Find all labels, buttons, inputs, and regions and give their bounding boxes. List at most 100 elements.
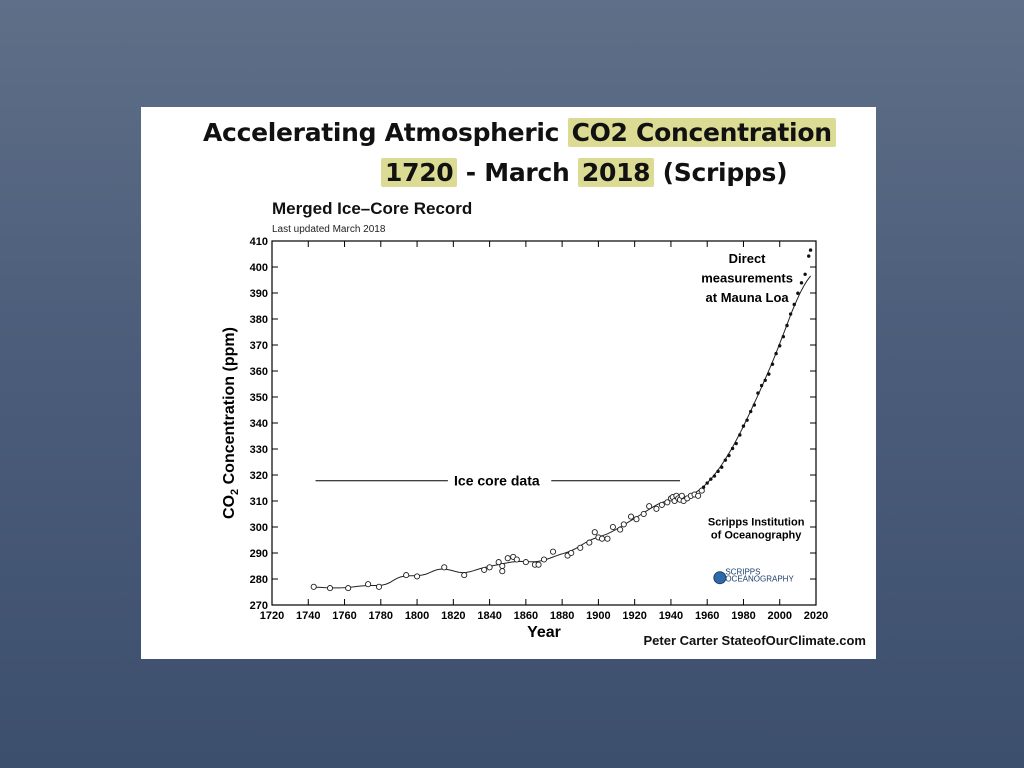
ice-core-point [598, 535, 606, 542]
ice-core-point [653, 505, 660, 512]
y-tick-label: 320 [250, 470, 268, 482]
slide-title-line-1: Accelerating Atmospheric CO2 Concentrati… [203, 118, 836, 147]
x-tick-label: 1740 [296, 610, 320, 622]
mauna-loa-point [792, 302, 796, 307]
x-tick-label: 1860 [514, 610, 538, 622]
x-tick-label: 1920 [622, 610, 646, 622]
mauna-loa-point [705, 481, 709, 485]
ice-core-point [513, 556, 520, 563]
chart-subtitle: Last updated March 2018 [272, 224, 386, 235]
ice-core-point [504, 555, 511, 562]
axis-tick-labels: 1720 1740 1760 1780 1800 1820 1840 1860 1880 1900… [250, 236, 829, 622]
ice-core-point [535, 561, 542, 568]
ice-core-point [540, 556, 548, 563]
mauna-loa-point [808, 248, 813, 252]
mauna-loa-point [763, 378, 767, 383]
ice-core-point [678, 492, 685, 499]
x-tick-label: 1720 [260, 610, 284, 622]
ice-core-point [495, 559, 502, 566]
mauna-loa-point [759, 383, 764, 388]
ice-core-point [550, 548, 557, 555]
ice-core-point [499, 568, 506, 575]
y-tick-label: 360 [250, 366, 268, 378]
ice-core-point [604, 535, 611, 542]
mauna-loa-point [778, 344, 782, 348]
ice-core-point [640, 510, 647, 518]
y-tick-label: 390 [250, 288, 268, 300]
mauna-loa-point [799, 281, 804, 285]
ice-core-point [345, 585, 352, 592]
x-tick-label: 1780 [369, 610, 393, 622]
y-tick-label: 300 [250, 522, 268, 534]
ice-core-point [414, 573, 421, 580]
mauna-loa-point [716, 469, 720, 474]
data-points [310, 248, 813, 592]
y-tick-label: 280 [250, 574, 268, 586]
x-tick-label: 1820 [441, 610, 465, 622]
ice-core-point [620, 521, 627, 528]
mauna-loa-point [727, 453, 731, 458]
y-tick-label: 340 [250, 418, 268, 430]
ice-core-point [586, 539, 593, 546]
ice-core-point [403, 572, 410, 579]
ice-core-point [522, 559, 529, 566]
institution-label-2: of Oceanography [711, 530, 802, 542]
x-tick-label: 1840 [477, 610, 501, 622]
ice-core-point [568, 549, 575, 557]
ice-core-point [633, 516, 640, 523]
ice-core-point [627, 513, 635, 520]
mauna-loa-point [756, 391, 760, 395]
mauna-loa-point [741, 424, 746, 428]
ice-core-point [486, 564, 493, 571]
y-axis-label-text: Concentration (ppm) [221, 327, 238, 484]
mauna-loa-point [785, 323, 789, 328]
y-tick-label: 290 [250, 548, 268, 560]
logo-text-2: OCEANOGRAPHY [725, 575, 794, 584]
direct-measurements-annotation-2: measurements [701, 271, 793, 286]
y-tick-label: 380 [250, 314, 268, 326]
y-tick-label: 270 [250, 600, 268, 612]
x-tick-label: 1800 [405, 610, 429, 622]
y-tick-label: 370 [250, 340, 268, 352]
ice-core-point [695, 492, 702, 499]
ice-core-point [609, 523, 616, 531]
ice-core-point [375, 583, 383, 590]
mauna-loa-point [720, 465, 724, 469]
y-axis-label-sub: 2 [229, 489, 241, 495]
x-tick-label: 1900 [586, 610, 610, 622]
logo-text-1: SCRIPPS [725, 567, 760, 576]
institution-label-1: Scripps Institution [708, 517, 805, 529]
ice-core-point [326, 585, 334, 592]
mauna-loa-point [701, 485, 706, 489]
y-tick-label: 310 [250, 496, 268, 508]
ice-core-point [646, 503, 653, 510]
ice-core-point [658, 501, 665, 508]
x-tick-label: 2000 [767, 610, 791, 622]
ice-core-point [441, 564, 448, 571]
mauna-loa-point [709, 477, 713, 481]
ice-core-point [461, 572, 468, 579]
title-mid: - March [457, 158, 578, 187]
slide-panel: Accelerating Atmospheric CO2 Concentrati… [141, 107, 876, 659]
globe-icon [713, 571, 727, 585]
title-prefix: Accelerating Atmospheric [203, 118, 568, 147]
x-tick-label: 1980 [731, 610, 755, 622]
mauna-loa-point [796, 291, 800, 295]
co2-chart: 1720 1740 1760 1780 1800 1820 1840 1860 1880 1900… [221, 236, 829, 641]
y-tick-label: 410 [250, 236, 268, 248]
mauna-loa-point [767, 372, 771, 376]
mauna-loa-point [749, 409, 753, 414]
ice-core-point [499, 562, 506, 570]
y-tick-label: 400 [250, 262, 268, 274]
ice-core-point [617, 526, 624, 533]
direct-measurements-annotation-3: at Mauna Loa [706, 290, 790, 305]
title-year-end: 2018 [577, 158, 655, 187]
ice-core-annotation: Ice core data [454, 473, 540, 489]
chart-title: Merged Ice–Core Record [272, 199, 473, 218]
mauna-loa-point [770, 362, 775, 366]
y-tick-label: 350 [250, 392, 268, 404]
title-suffix: (Scripps) [654, 158, 788, 187]
x-tick-label: 1760 [332, 610, 356, 622]
ice-core-point [481, 566, 488, 573]
x-tick-label: 1960 [695, 610, 719, 622]
